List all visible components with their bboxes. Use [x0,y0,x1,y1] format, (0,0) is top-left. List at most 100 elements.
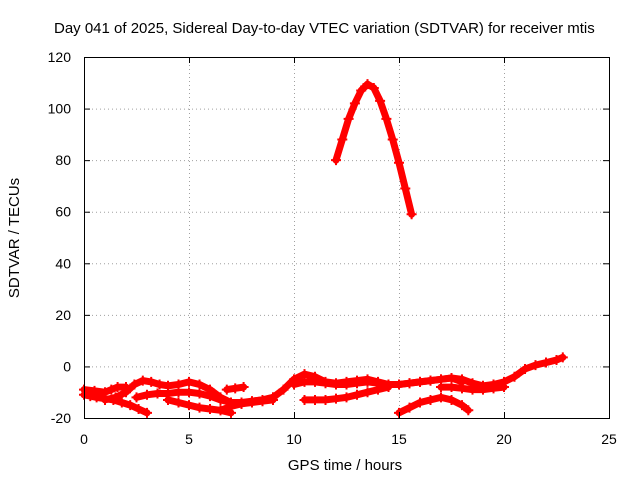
data-point [488,383,499,394]
y-axis-label: SDTVAR / TECUs [6,178,23,298]
data-point [221,384,232,395]
data-point [375,95,386,106]
data-point [352,378,362,389]
series-1 [331,79,417,220]
data-point [205,391,215,402]
data-point [129,379,140,390]
data-point [352,389,362,400]
series-9 [289,373,467,390]
series-10 [299,382,394,405]
data-point [205,403,215,414]
data-point [406,209,417,220]
data-point [215,405,226,416]
x-tick-label: 0 [80,431,88,447]
data-point [425,394,436,405]
y-tick-label: 20 [55,307,71,323]
data-point [184,387,194,398]
grid [84,57,609,418]
x-tick-label: 20 [496,431,512,447]
data-point [467,384,478,395]
y-tick-label: 40 [55,255,71,271]
x-tick-label: 15 [391,431,407,447]
data-point [299,376,310,387]
y-tick-label: 0 [63,358,71,374]
data-point [125,400,136,411]
data-point [509,371,520,382]
data-point [116,397,127,408]
series-line [332,80,416,218]
data-point [278,384,289,395]
data-point [100,394,110,405]
data-point [310,394,320,405]
data-point [446,382,457,393]
x-tick-label: 25 [601,431,617,447]
data-point [320,394,331,405]
data-point [362,376,373,387]
data-point [268,392,278,403]
data-point [154,379,165,390]
data-point [457,400,467,411]
data-point [194,379,205,390]
data-point [236,398,247,409]
data-series [79,79,568,418]
data-point [173,387,184,398]
data-point [331,393,341,404]
x-axis-label: GPS time / hours [288,457,402,474]
data-point [226,401,236,412]
series-12 [436,382,509,395]
data-point [349,98,360,109]
data-point [215,394,226,405]
data-point [381,113,392,124]
data-point [425,375,436,386]
data-point [299,394,310,405]
plot-frame [84,57,610,419]
data-point [106,384,117,395]
data-point [152,388,163,399]
data-point [289,379,299,390]
data-point [551,354,562,365]
data-point [499,382,509,393]
x-tick-label: 10 [286,431,302,447]
data-point [446,373,457,384]
data-point [463,405,474,416]
data-point [184,376,194,387]
series-8 [221,382,249,395]
data-point [341,392,352,403]
data-point [184,400,194,411]
x-tick-label: 5 [185,431,193,447]
data-point [530,360,541,371]
data-point [400,183,411,194]
data-point [131,392,142,403]
data-point [341,379,352,390]
data-point [394,157,404,168]
data-point [133,403,144,414]
data-point [163,394,173,405]
data-point [343,113,354,124]
data-point [362,79,373,90]
y-tick-label: 80 [55,152,71,168]
data-point [331,155,341,166]
data-point [404,402,415,413]
data-point [373,384,383,395]
data-point [436,392,446,403]
y-tick-label: 120 [48,49,72,65]
data-point [446,394,457,405]
data-point [320,378,331,389]
series-3 [79,382,131,398]
data-point [142,407,152,418]
data-point [478,384,488,395]
data-point [368,82,379,93]
data-point [362,387,373,398]
data-point [173,397,184,408]
data-point [257,394,268,405]
series-11 [394,392,474,418]
data-point [337,134,348,145]
axis-ticks: 0 5 10 15 20 25 -20 0 20 40 60 80 100 120 [48,49,617,447]
data-point [112,382,123,393]
data-point [247,396,257,407]
data-point [238,382,249,393]
data-point [146,376,157,387]
y-tick-label: -20 [51,410,71,426]
data-point [415,397,425,408]
